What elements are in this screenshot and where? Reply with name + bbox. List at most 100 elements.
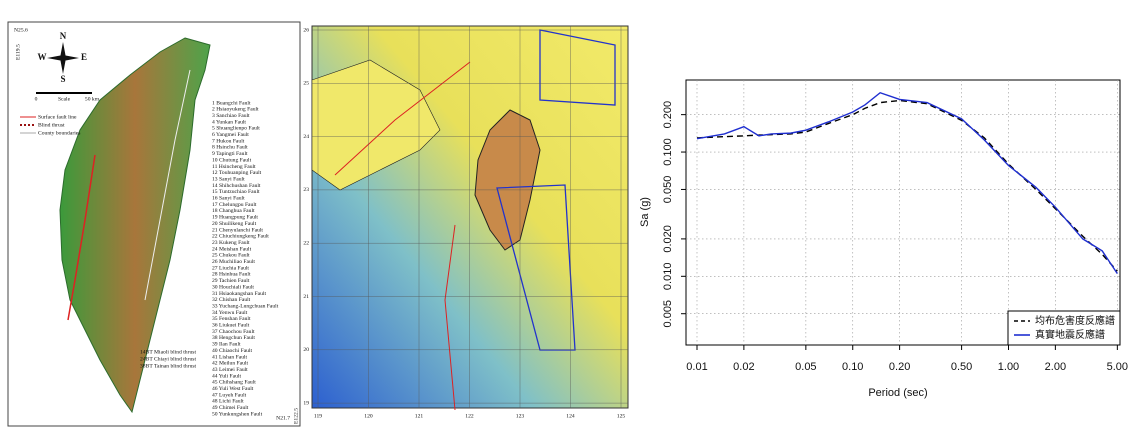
latitude-label: 22 bbox=[303, 240, 309, 246]
blind-thrust-name: 38BT Tainan blind thrust bbox=[140, 363, 197, 369]
fault-name: 34 Yenwu Fault bbox=[212, 310, 248, 316]
longitude-label: 124 bbox=[566, 413, 575, 419]
source-zone bbox=[539, 29, 616, 106]
fault-name: 50 Yunkungshen Fault bbox=[212, 411, 263, 417]
corner-label: E122.5 bbox=[293, 408, 299, 424]
legend-label: Surface fault line bbox=[38, 113, 77, 120]
scale-label: Scale bbox=[58, 96, 71, 102]
compass-rose bbox=[47, 42, 79, 74]
compass-label: E bbox=[81, 52, 87, 62]
fault-name: 12 Touhuanping Fault bbox=[212, 170, 262, 176]
fault-name: 15 Tuntzuchiao Fault bbox=[212, 189, 260, 195]
fault-name: 8 Hsinchu Fault bbox=[212, 145, 248, 151]
y-tick-label: 0.200 bbox=[662, 101, 674, 129]
longitude-label: 122 bbox=[465, 413, 474, 419]
x-tick-label: 1.00 bbox=[998, 361, 1019, 373]
series-line bbox=[696, 99, 1118, 272]
fault-name: 23 Kukeng Fault bbox=[212, 240, 250, 246]
y-tick-label: 0.100 bbox=[662, 138, 674, 166]
y-tick-label: 0.050 bbox=[662, 176, 674, 204]
fault-name: 16 Sanyi Fault bbox=[212, 196, 245, 202]
fault-name: 21 Chenyulanchi Fault bbox=[212, 227, 263, 233]
latitude-label: 25 bbox=[303, 81, 309, 87]
fault-name: 48 Lichi Fault bbox=[212, 399, 244, 405]
legend-label: 均布危害度反應譜 bbox=[1035, 314, 1115, 327]
fault-name: 43 Leimei Fault bbox=[212, 367, 248, 373]
blind-thrust-name: 24BT Chiayi blind thrust bbox=[140, 356, 196, 362]
y-tick-label: 0.010 bbox=[662, 263, 674, 291]
latitude-label: 21 bbox=[303, 294, 309, 300]
fault-name: 19 Huangpung Fault bbox=[212, 215, 258, 221]
fault-name: 10 Chutung Fault bbox=[212, 157, 252, 163]
island bbox=[474, 109, 541, 251]
legend-label: County boundaries bbox=[38, 130, 80, 136]
fault-name: 11 Hsincheng Fault bbox=[212, 164, 256, 170]
fault-name: 47 Luyeh Fault bbox=[212, 392, 247, 398]
map-grid bbox=[312, 26, 628, 408]
fault-line bbox=[67, 154, 96, 321]
fault-name: 31 Hsiaokangshan Fault bbox=[212, 291, 267, 297]
x-tick-label: 0.20 bbox=[889, 361, 910, 373]
compass-label: S bbox=[60, 74, 65, 84]
x-tick-label: 5.00 bbox=[1107, 361, 1128, 373]
longitude-label: 119 bbox=[314, 413, 322, 419]
bathymetry-map bbox=[311, 25, 629, 411]
fault-name: 32 Chishan Fault bbox=[212, 297, 251, 303]
fault-name: 33 Yuchang-Lungchuan Fault bbox=[212, 303, 279, 309]
fault-name: 6 Yangmei Fault bbox=[212, 132, 249, 138]
latitude-label: 19 bbox=[303, 400, 309, 406]
fault-name: 29 Tachien Fault bbox=[212, 278, 250, 284]
compass-label: W bbox=[38, 52, 47, 62]
y-axis-title: Sa (g) bbox=[639, 197, 651, 227]
x-tick-label: 0.10 bbox=[842, 361, 863, 373]
latitude-label: 23 bbox=[303, 187, 309, 193]
fault-name: 22 Chiuchiungkeng Fault bbox=[212, 234, 269, 240]
x-tick-label: 2.00 bbox=[1045, 361, 1066, 373]
fault-name: 49 Chimei Fault bbox=[212, 405, 249, 411]
fault-name: 25 Chukou Fault bbox=[212, 253, 250, 259]
fault-name: 30 Houchiali Fault bbox=[212, 284, 254, 290]
fault-name: 20 Shuilikeng Fault bbox=[212, 221, 257, 227]
latitude-label: 20 bbox=[303, 347, 309, 353]
longitude-label: 120 bbox=[364, 413, 373, 419]
response-spectrum-chart: Period (sec) Sa (g) 0.01 0.02 0.05 0.10 0.20… bbox=[639, 79, 1128, 399]
fault-map bbox=[7, 21, 301, 427]
fault-name: 37 Chaochou Fault bbox=[212, 329, 255, 335]
fault-name: 40 Chiaochi Fault bbox=[212, 348, 253, 354]
longitude-label: 121 bbox=[415, 413, 424, 419]
legend-box bbox=[1007, 310, 1121, 346]
fault-line bbox=[144, 69, 191, 301]
latitude-label: 26 bbox=[303, 27, 309, 33]
fault-name: 18 Changhua Fault bbox=[212, 208, 255, 214]
y-tick-label: 0.020 bbox=[662, 225, 674, 253]
corner-label: E119.5 bbox=[15, 44, 21, 60]
fault-name: 26 Muchiliao Fault bbox=[212, 259, 255, 265]
fault-name: 2 Hsiaoyukeng Fault bbox=[212, 107, 259, 113]
x-tick-label: 0.01 bbox=[686, 361, 707, 373]
fault-name: 5 Shuanglienpo Fault bbox=[212, 126, 260, 132]
fault-name: 44 Yuli Fault bbox=[212, 373, 241, 379]
coastline bbox=[311, 59, 441, 191]
legend-label: 真實地震反應譜 bbox=[1035, 328, 1105, 341]
plot-frame bbox=[685, 79, 1121, 346]
compass-label: N bbox=[60, 31, 67, 41]
series-line bbox=[696, 91, 1118, 275]
fault-name: 17 Chelungpu Fault bbox=[212, 202, 257, 208]
scale-label: 0 bbox=[35, 96, 38, 102]
x-tick-label: 0.02 bbox=[733, 361, 754, 373]
x-axis-title: Period (sec) bbox=[868, 387, 927, 399]
fault-name: 4 Yunkan Fault bbox=[212, 119, 246, 125]
fault-name: 14 Shihchushan Fault bbox=[212, 183, 261, 189]
fault-name: 46 Yuli West Fault bbox=[212, 386, 254, 392]
fault-name: 45 Chihshang Fault bbox=[212, 380, 256, 386]
x-tick-label: 0.50 bbox=[951, 361, 972, 373]
corner-label: N21.7 bbox=[276, 415, 290, 421]
fault-name: 9 Tapingti Fault bbox=[212, 151, 248, 157]
fault-name: 1 Buangchi Fault bbox=[212, 100, 251, 106]
fault-line bbox=[444, 224, 456, 411]
y-tick-label: 0.005 bbox=[662, 300, 674, 328]
x-tick-label: 0.05 bbox=[795, 361, 816, 373]
fault-name: 3 Sanchiao Fault bbox=[212, 113, 250, 119]
fault-name: 39 Ilan Fault bbox=[212, 342, 241, 348]
fault-name: 42 Meilun Fault bbox=[212, 361, 248, 367]
